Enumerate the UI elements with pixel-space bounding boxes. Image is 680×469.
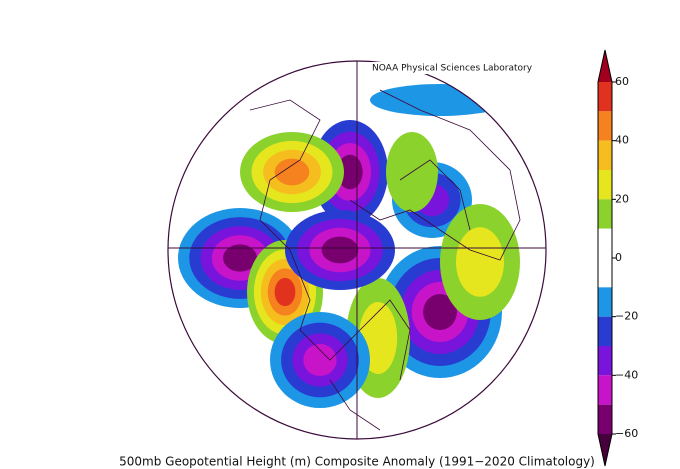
colorbar-band	[598, 170, 612, 200]
colorbar-band	[598, 111, 612, 141]
credit-background	[370, 62, 546, 74]
colorbar-tick-label: 20	[615, 192, 629, 205]
colorbar-under	[598, 434, 612, 466]
colorbar-band	[598, 287, 612, 317]
colorbar-band	[598, 346, 612, 376]
anomaly-contour	[274, 158, 310, 186]
anomaly-contour	[337, 154, 363, 190]
colorbar-band	[598, 316, 612, 346]
colorbar-band	[598, 258, 612, 288]
colorbar-tick-label: 0	[615, 251, 622, 264]
colorbar-band	[598, 140, 612, 170]
colorbar-over	[598, 50, 612, 82]
anomaly-contour	[303, 344, 337, 376]
colorbar-tick-label: 60	[615, 75, 629, 88]
caption: 500mb Geopotential Height (m) Composite …	[119, 455, 595, 469]
anomaly-contour	[456, 227, 504, 297]
colorbar-band	[598, 404, 612, 434]
colorbar-tick-label: −20	[615, 310, 638, 323]
colorbar-band	[598, 199, 612, 229]
colorbar: 60 40 20 0 −20 −40 −60	[597, 49, 638, 467]
anomaly-contour	[321, 236, 359, 264]
colorbar-tick-label: −60	[615, 427, 638, 440]
colorbar-tick-label: −40	[615, 368, 638, 381]
coastlines	[249, 89, 521, 431]
anomaly-contour	[370, 84, 510, 116]
colorbar-band	[598, 82, 612, 112]
anomaly-contour	[274, 277, 296, 307]
anomaly-contour	[223, 244, 257, 272]
colorbar-band	[598, 228, 612, 258]
credit: NOAA Physical Sciences Laboratory	[372, 64, 533, 74]
anomaly-field	[178, 84, 520, 408]
anomaly-contour	[423, 294, 457, 330]
colorbar-tick-label: 40	[615, 134, 629, 147]
colorbar-band	[598, 375, 612, 405]
